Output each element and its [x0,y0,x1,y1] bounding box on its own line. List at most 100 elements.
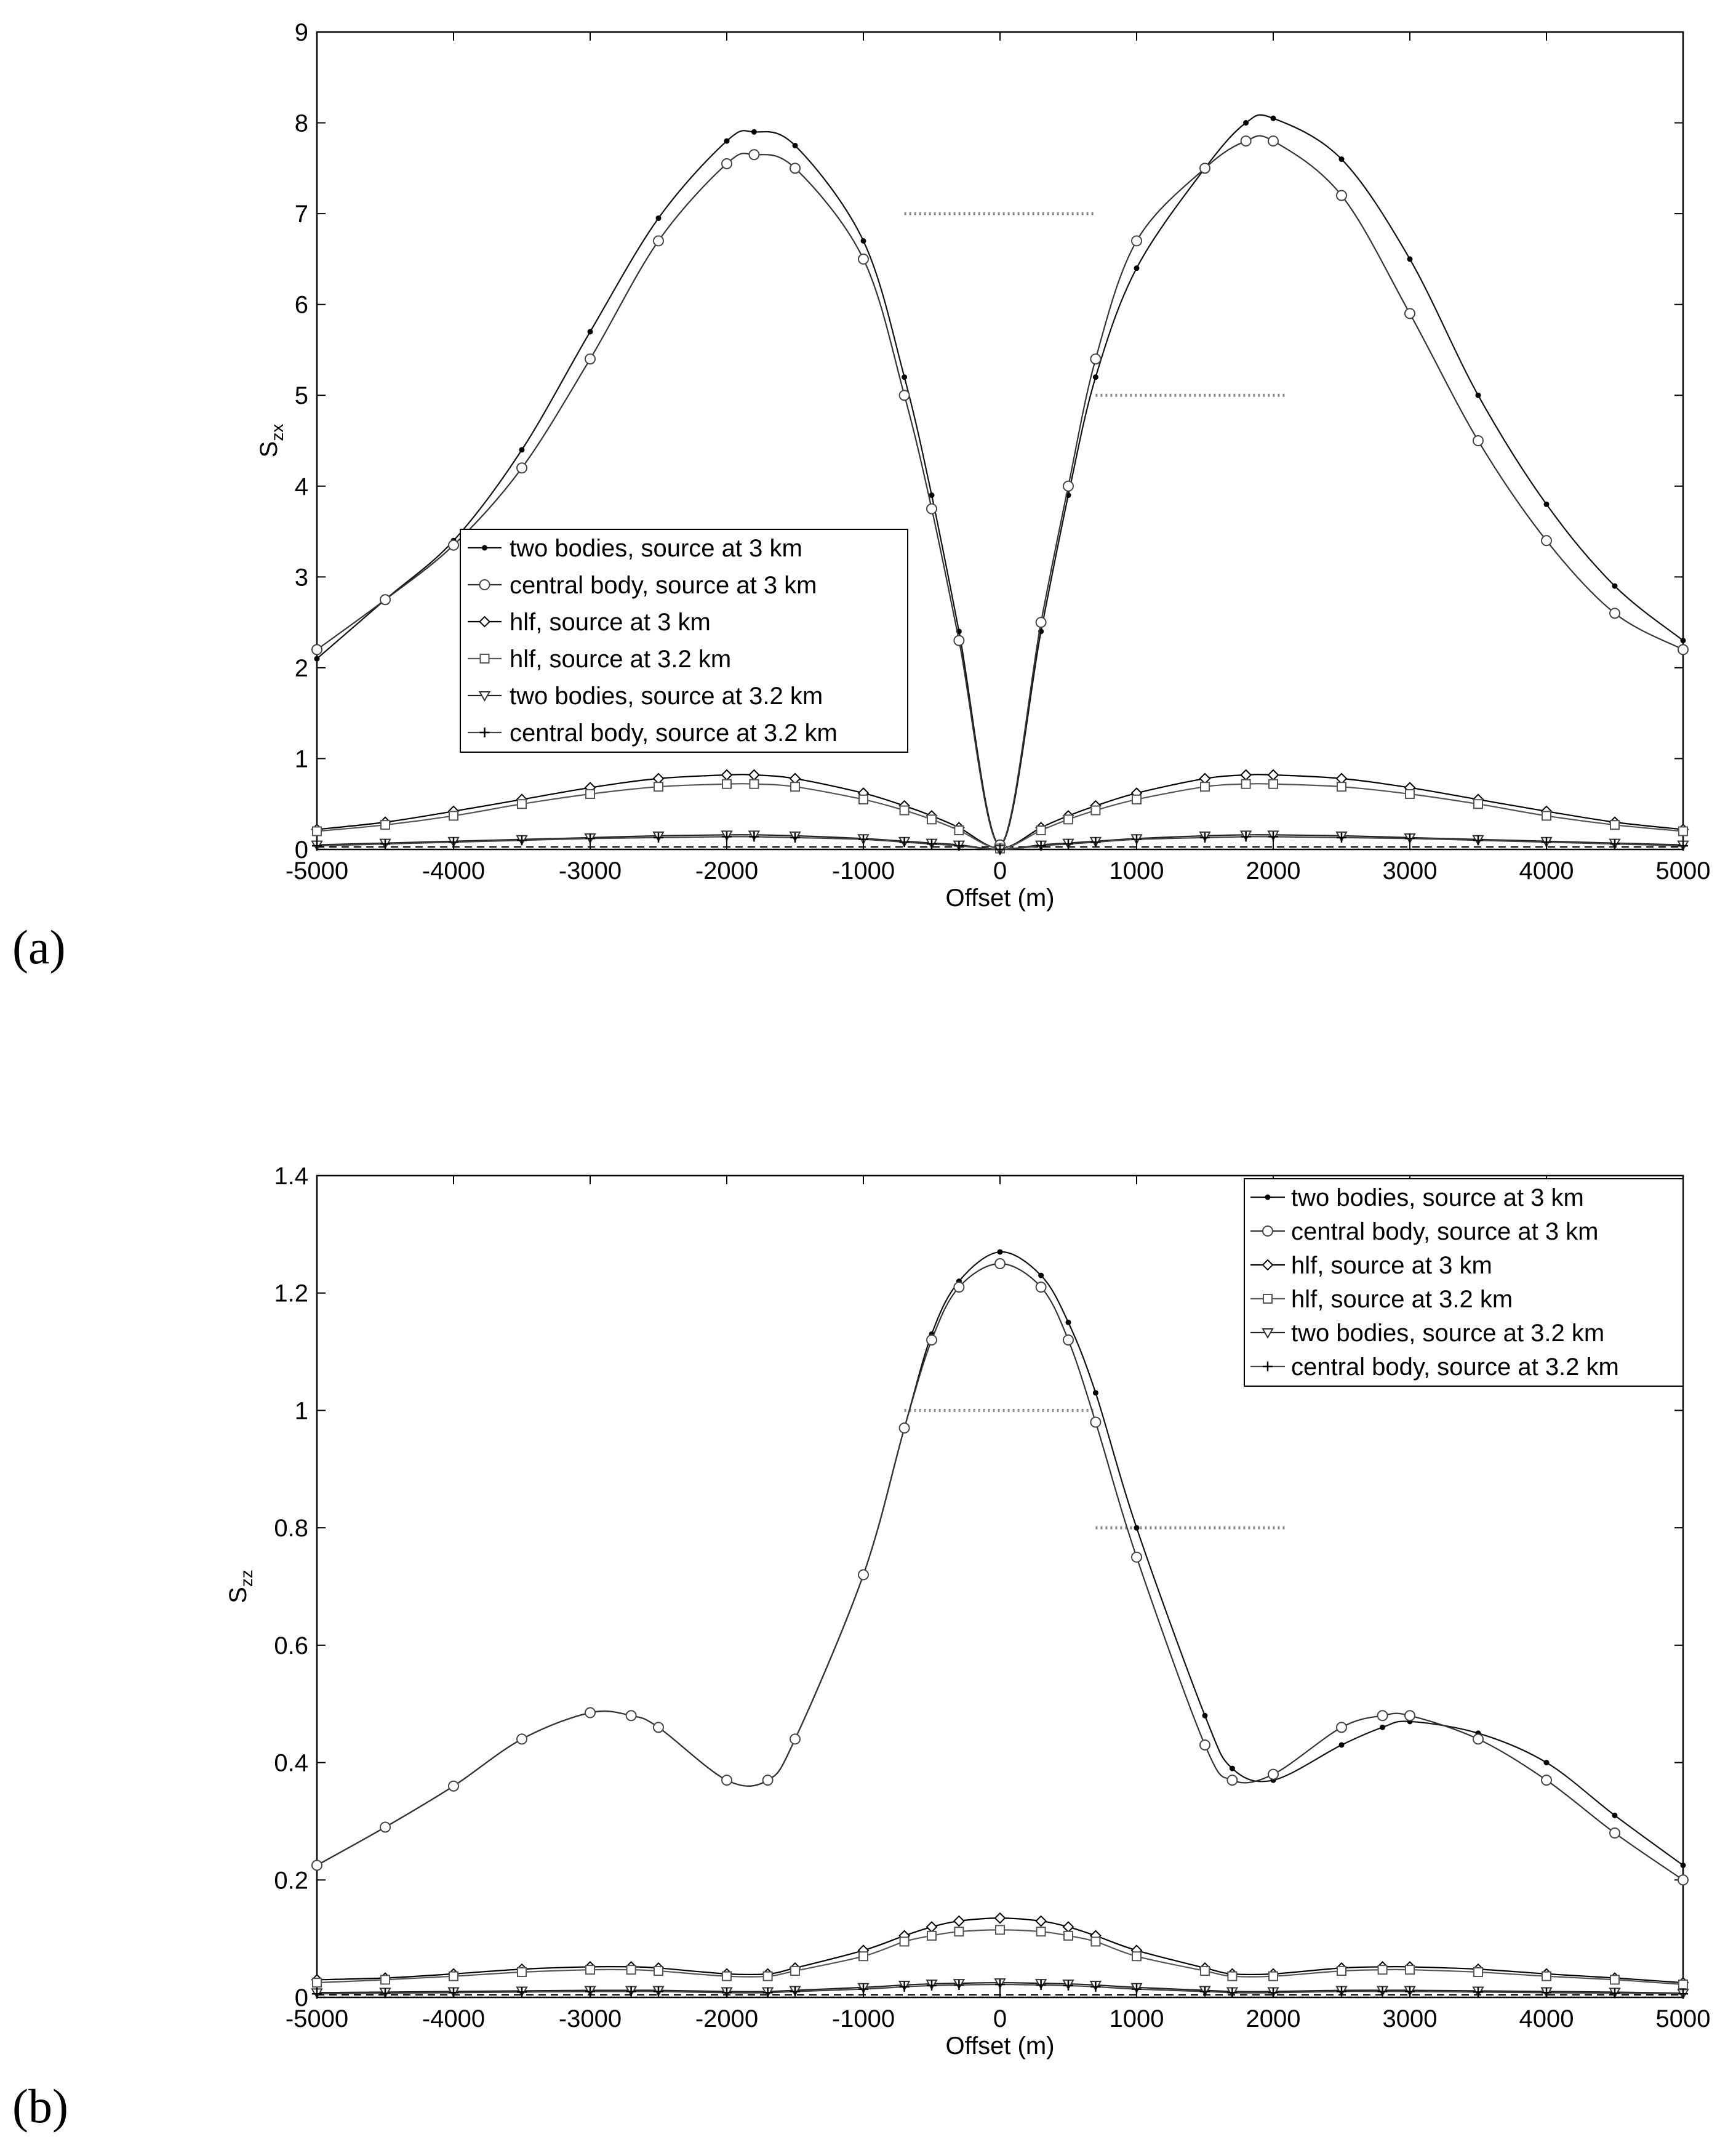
chart-a-series-4-point [1268,779,1278,789]
chart-a-series-1-point [1134,265,1140,271]
panel-label-b: (b) [12,2079,68,2133]
chart-b-series-1-point [1038,1272,1044,1278]
chart-a-series-1-point [1612,583,1618,589]
chart-a-series-2-point [448,539,459,551]
chart-a-series-4-point [790,782,800,792]
chart-b-series-6-point [1542,1988,1551,1998]
chart-a-series-1-point [587,329,593,335]
chart-a-series-2-point [1678,644,1689,656]
chart-b-series-1-point [1229,1765,1235,1771]
chart-a-xtick-label: -2000 [695,857,758,884]
chart-a-series-4-point [954,825,964,836]
chart-b-series-2-point [1226,1775,1238,1786]
chart-a-series-2-point [380,594,391,606]
chart-b-ytick-label: 0.4 [274,1750,308,1777]
chart-b-series-2-point [1377,1710,1388,1722]
chart-b-series-6-point [1377,1986,1388,1997]
chart-b-series-6-point [1405,1986,1415,1997]
chart-a-series-4-point [312,826,322,836]
chart-b-series-4-point [995,1925,1005,1935]
chart-b-xtick-label: 4000 [1519,2005,1574,2032]
chart-a-series-2-point [858,253,869,265]
chart-a-series-4-point [899,805,910,816]
chart-a-series-4-point [722,779,732,789]
chart-a-series-2-point [790,162,801,174]
chart-a-series-6-point [899,837,910,848]
chart-a-legend-marker-3 [479,616,490,628]
chart-b-series-4-point [899,1936,910,1947]
chart-a-series-2-point [653,235,664,247]
chart-a-ytick-label: 2 [295,655,308,682]
chart-a-series-2-point [748,149,760,161]
chart-b-series-4-point [312,1978,322,1988]
chart-b-series-6-point [790,1986,800,1997]
chart-a-series-6-point [1610,839,1620,849]
chart-b-series-4-point [1610,1975,1620,1985]
chart-b-legend-marker-3 [1262,1259,1274,1271]
chart-b-xtick-label: 5000 [1656,2005,1711,2032]
chart-b-series-6-point [1337,1986,1346,1997]
chart-b-plot: -5000 -4000 -3000 -2000 -1000 0 1000 2000 3000 40… [225,1163,1710,2060]
chart-b-series-2-point [721,1775,732,1786]
chart-b-series-4-point [1337,1966,1346,1976]
chart-b-series-2-point [762,1775,774,1786]
chart-a-series-4-point [1200,782,1210,792]
chart-a-series-4-point [380,820,390,830]
panel-label-a: (a) [12,920,66,974]
chart-a-series-4-point [1405,788,1415,799]
chart-b-series-4-point [1268,1971,1278,1981]
chart-b-series-1-point [1338,1742,1345,1748]
chart-b-legend-box [1244,1178,1684,1387]
chart-a-series-4-point [654,782,663,792]
chart-a-series-4-point [1132,794,1142,804]
chart-b-series-4-point [927,1930,937,1941]
chart-b-series-4-point [1036,1927,1046,1937]
chart-a-xtick-label: -4000 [422,857,485,884]
chart-a-series-3-point [1267,769,1279,781]
chart-a-series-2-point [898,390,910,401]
chart-a-series-4-point [1610,820,1620,830]
chart-a-series-1-point [1243,120,1249,126]
chart-b-series-4-point [722,1971,732,1981]
chart-b-series-2-point [311,1859,322,1871]
chart-b-series-3-point [953,1915,965,1927]
chart-b-series-2-point [1090,1416,1102,1428]
chart-a-series-6-point [1036,841,1046,851]
chart-b-series-6-point [312,1989,322,1999]
chart-a-series-1-point [751,129,757,135]
chart-a-series-1-point [655,215,662,221]
chart-a-ytick-label: 5 [295,382,308,409]
chart-a-ytick-label: 8 [295,110,308,137]
chart-b-series-4-point [517,1967,527,1977]
chart-b-series-4-point [858,1951,868,1962]
chart-b-series-2-point [953,1282,965,1293]
chart-a-ytick-label: 9 [295,19,308,46]
chart-a-series-4-point [585,788,595,799]
chart-b-series-2-point [1678,1874,1689,1886]
chart-a-series-1-point [724,138,730,144]
chart-b-series-2-point [1268,1768,1279,1780]
chart-a-series-2-point [311,644,322,656]
chart-a-series-6-point [449,837,458,848]
chart-a-series-6-point [995,844,1005,854]
chart-b-xtick-label: -1000 [832,2005,895,2032]
chart-b-legend-entry-3: hlf, source at 3 km [1291,1252,1492,1279]
chart-b-series-2-point [653,1722,664,1733]
chart-b-series-1-point [997,1249,1003,1255]
chart-b-series-1-point [1680,1862,1686,1868]
chart-b-xtick-label: -5000 [286,2005,348,2032]
chart-b-ytick-label: 1 [295,1397,308,1424]
chart-b-series-6-point [927,1980,937,1991]
chart-b-series-2-point [858,1569,869,1581]
chart-b-legend-entry-6: central body, source at 3.2 km [1291,1354,1619,1381]
chart-a-series-2-point [585,353,596,365]
chart-b-series-4-point [954,1927,964,1937]
chart-a-series-6-point [1678,841,1688,851]
chart-a-series-2-point [721,158,732,169]
chart-b-xtick-label: -4000 [422,2005,485,2032]
chart-b-xtick-label: -2000 [695,2005,758,2032]
chart-b-series-4-point [654,1966,663,1976]
chart-b-series-4-point [790,1966,800,1976]
chart-a-series-1-point [1092,374,1098,380]
chart-b-legend-entry-4: hlf, source at 3.2 km [1291,1286,1513,1313]
